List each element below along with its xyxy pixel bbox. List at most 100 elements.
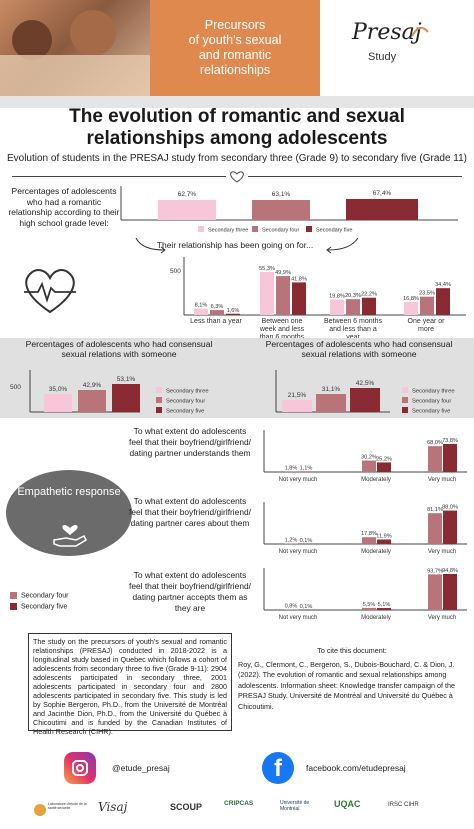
q1-chart: 1,8% 1,1% Not very much 30,2% 25,2% Moderatel… (263, 430, 467, 483)
x-tick: Moderately (361, 477, 391, 483)
legend-sec5-swatch (306, 226, 312, 232)
data-label: 1,6% (227, 308, 240, 314)
legend-label: Secondary four (21, 592, 69, 600)
data-label: 16,8% (403, 296, 419, 302)
bar-sec4 (428, 513, 442, 544)
bar-sec5 (346, 199, 418, 220)
data-label: 0,8% (285, 604, 298, 610)
legend-sec3: Secondary three (166, 389, 209, 395)
data-label: 11,9% (376, 533, 391, 539)
consensual-right-title: Percentages of adolescents who had conse… (265, 339, 453, 359)
banner-line: Precursors (204, 18, 266, 32)
bar-sec5 (436, 288, 450, 315)
facebook-icon[interactable]: f (262, 752, 294, 784)
q2-chart: 1,2% 0,1% Not very much 17,8% 11,9% Moderatel… (263, 502, 467, 555)
x-tick: Very much (428, 549, 456, 555)
legend-sec5-swatch (402, 407, 408, 413)
data-label: 55,3% (259, 266, 275, 272)
x-tick: Between 6 months and less than a year (324, 318, 382, 341)
header-banner: Precursors of youth's sexual and romanti… (150, 0, 320, 96)
x-tick: Very much (428, 477, 456, 483)
title-line: The evolution of romantic and sexual (69, 106, 405, 127)
legend-sec4-swatch (156, 397, 162, 403)
bar-sec5 (443, 510, 457, 544)
data-label: 88,0% (442, 505, 458, 511)
legend-sec4-swatch (252, 226, 258, 232)
citation: To cite this document: Roy, G., Clermont… (238, 646, 466, 712)
bar-sec5 (443, 573, 457, 610)
legend-sec4: Secondary four (10, 592, 68, 599)
arrow-icon (135, 237, 166, 254)
bar-sec3 (282, 400, 312, 412)
bar-sec4 (210, 310, 224, 315)
banner-line: relationships (199, 63, 271, 77)
facebook-link[interactable]: facebook.com/etudepresaj (306, 763, 406, 773)
partner-logo: Visaj (98, 800, 128, 814)
partner-logo: Laboratoire d'étude de la santé sexuelle (48, 802, 87, 810)
label-sec5: 53,1% (117, 376, 136, 383)
romantic-question: Percentages of adolescents who had a rom… (8, 186, 120, 228)
data-label: 93,7% (427, 568, 443, 574)
banner-line: and romantic (198, 48, 272, 62)
q2-question: To what extent do adolescents feel that … (129, 496, 251, 528)
legend-sec3: Secondary three (412, 389, 455, 395)
x-tick: Moderately (361, 615, 391, 621)
data-label: 1,2% (285, 538, 298, 544)
bar-sec4 (252, 200, 310, 220)
bar-sec4 (362, 607, 376, 610)
bar-sec4 (362, 537, 376, 544)
legend-sec4: Secondary four (166, 399, 205, 405)
consensual-left-chart: 35,0% 42,9% 53,1% Secondary three Second… (29, 370, 209, 415)
instagram-link[interactable]: @etude_presaj (112, 763, 170, 773)
empathy-bubble (6, 470, 132, 556)
bar-sec3 (44, 394, 72, 412)
data-label: 6,3% (211, 304, 224, 310)
bar-sec5 (112, 384, 140, 412)
label-sec5: 67,4% (373, 190, 392, 197)
q3-chart: 0,8% 0,1% Not very much 5,5% 5,1% Moderately 9… (263, 568, 467, 621)
label-sec4: 42,9% (83, 382, 102, 389)
data-label: 41,8% (291, 276, 307, 282)
study-description: The study on the precursors of youth's s… (28, 633, 232, 736)
data-label: 5,1% (378, 602, 391, 608)
partner-logo: UQAC (334, 799, 361, 809)
legend-sec4-swatch (402, 397, 408, 403)
instagram-icon[interactable] (64, 752, 96, 784)
x-tick: Between one week and less than 6 months (259, 318, 305, 341)
data-label: 1,1% (300, 466, 313, 472)
q3-question: To what extent do adolescents feel that … (129, 570, 251, 613)
partner-logos: Laboratoire d'étude de la santé sexuelle… (0, 796, 474, 826)
bar-sec5 (377, 539, 391, 544)
page-subtitle: Evolution of students in the PRESAJ stud… (6, 153, 468, 164)
label-sec3: 35,0% (49, 386, 68, 393)
duration-title: Their relationship has been going on for… (156, 240, 314, 250)
bar-sec4 (316, 394, 346, 412)
data-label: 25,2% (376, 456, 392, 462)
partner-logo: CRIPCAS (224, 800, 254, 807)
legend-sec5: Secondary five (10, 603, 67, 610)
x-tick: Moderately (361, 549, 391, 555)
data-label: 1,8% (285, 465, 298, 471)
data-label: 30,2% (361, 455, 377, 461)
duration-chart: 8,1% 6,3%1,6% 55,3%49,9%41,8% 19,8% 20,3% 22,… (183, 257, 466, 316)
data-label: 22,2% (361, 292, 377, 298)
x-tick: Very much (428, 615, 456, 621)
romantic-chart: 62,7% 63,1% 67,4% Secondary three Second… (120, 186, 458, 234)
lab-logo-icon (34, 804, 46, 816)
bar-sec3 (260, 271, 274, 315)
data-label: 0,1% (300, 538, 313, 544)
partner-logo: Université de Montréal (280, 800, 310, 812)
photo-table (0, 55, 150, 96)
data-label: 68,0% (427, 440, 443, 446)
legend-sec3-swatch (402, 387, 408, 393)
data-label: 17,8% (361, 531, 377, 537)
citation-title: To cite this document: (317, 646, 387, 655)
bar-sec5 (226, 313, 240, 315)
partner-logo: IRSC CIHR (388, 802, 419, 808)
x-tick: Not very much (279, 615, 318, 621)
header-photo (0, 0, 150, 96)
arrow-icon (326, 237, 359, 254)
bar-sec4 (428, 574, 442, 610)
data-label: 5,5% (363, 602, 376, 608)
bar-sec5 (443, 443, 457, 472)
